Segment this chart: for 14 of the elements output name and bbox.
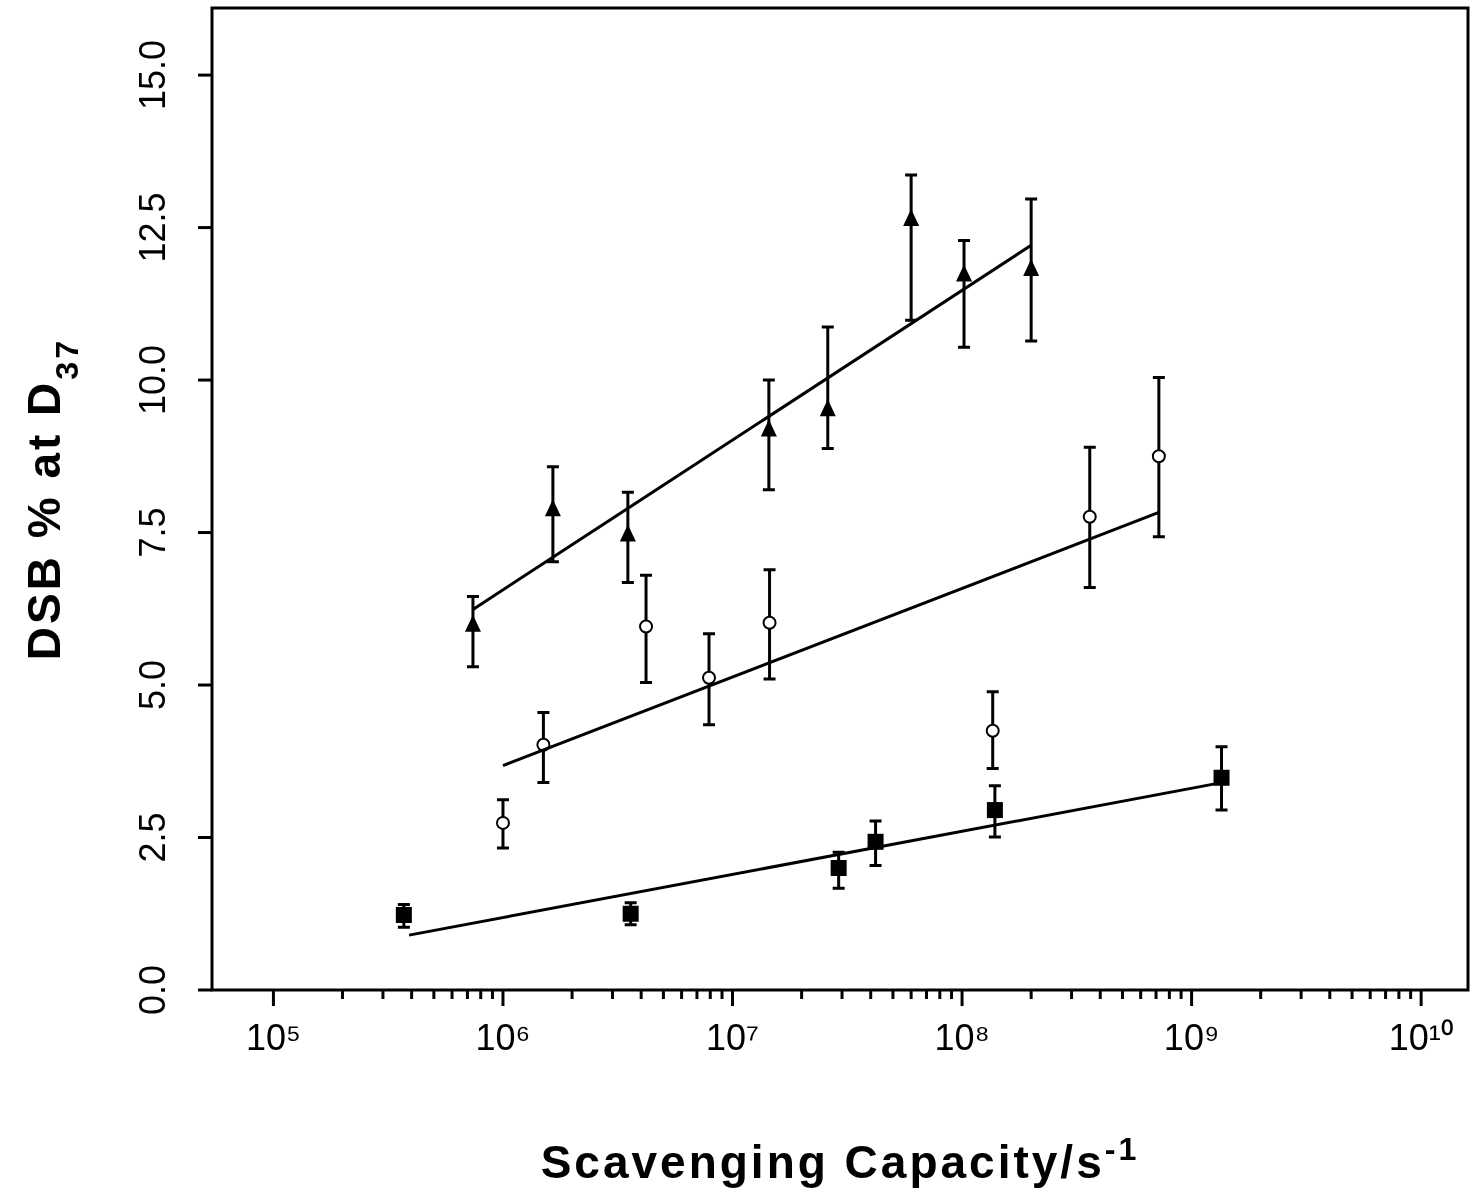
x-tick-label: 10⁶ — [475, 1017, 531, 1058]
y-tick-label: 2.5 — [131, 812, 173, 863]
y-tick-label: 12.5 — [131, 192, 173, 263]
y-tick-label: 7.5 — [131, 507, 173, 558]
x-tick-label: 10⁵ — [245, 1017, 301, 1058]
y-tick-label: 0.0 — [131, 964, 173, 1016]
x-axis-title: Scavenging Capacity/s$^{-1}$ — [540, 1131, 1140, 1188]
x-tick-label: 10⁹ — [1163, 1017, 1220, 1058]
x-tick-label: 10⁷ — [705, 1017, 760, 1058]
x-tick-label: 10¹⁰ — [1388, 1017, 1454, 1058]
y-tick-label: 15.0 — [131, 40, 173, 111]
x-tick-label: 10⁸ — [934, 1017, 990, 1058]
y-tick-label: 5.0 — [131, 660, 173, 711]
y-tick-label: 10.0 — [131, 345, 173, 416]
